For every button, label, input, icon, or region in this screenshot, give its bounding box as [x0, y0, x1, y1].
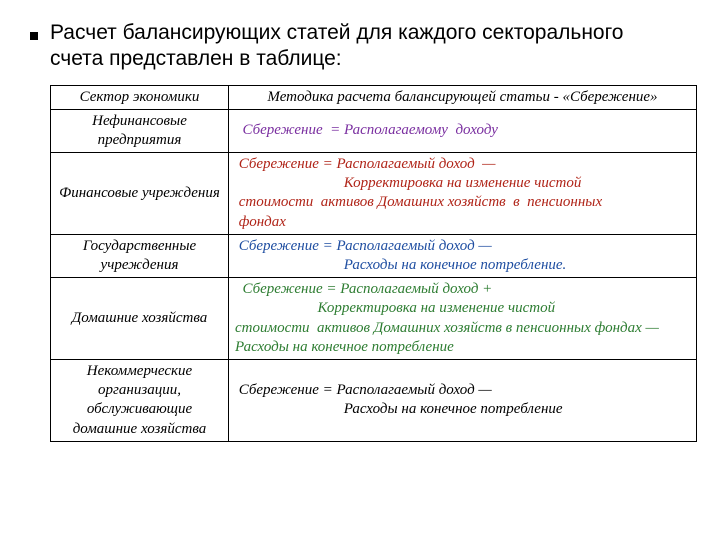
methodology-table: Сектор экономики Методика расчета баланс…	[50, 85, 697, 442]
formula-line: Сбережение = Располагаемый доход —	[235, 381, 690, 400]
sector-cell: Государственные учреждения	[51, 234, 229, 277]
formula-cell: Сбережение = Располагаемому доходу	[229, 109, 697, 152]
formula-cell: Сбережение = Располагаемый доход — Расхо…	[229, 359, 697, 441]
table-row: Финансовые учреждения Сбережение = Распо…	[51, 153, 697, 235]
slide: Расчет балансирующих статей для каждого …	[0, 0, 720, 540]
table-row: Нефинансовые предприятия Сбережение = Ра…	[51, 109, 697, 152]
formula-line: фондах	[235, 213, 690, 232]
header-method: Методика расчета балансирующей статьи - …	[229, 85, 697, 109]
sector-cell: Домашние хозяйства	[51, 278, 229, 360]
table-row: Государственные учреждения Сбережение = …	[51, 234, 697, 277]
sector-cell: Некоммерческие организации, обслуживающи…	[51, 359, 229, 441]
bullet-icon	[30, 32, 38, 40]
formula-line: стоимости активов Домашних хозяйств в пе…	[235, 319, 690, 357]
formula-cell: Сбережение = Располагаемый доход + Корре…	[229, 278, 697, 360]
formula-line: Корректировка на изменение чистой	[235, 299, 690, 318]
formula-line: Сбережение = Располагаемому доходу	[235, 121, 690, 140]
sector-cell: Финансовые учреждения	[51, 153, 229, 235]
table-row: Домашние хозяйства Сбережение = Располаг…	[51, 278, 697, 360]
formula-line: Сбережение = Располагаемый доход —	[235, 155, 690, 174]
page-title: Расчет балансирующих статей для каждого …	[50, 20, 680, 73]
formula-cell: Сбережение = Располагаемый доход — Корре…	[229, 153, 697, 235]
table-row: Некоммерческие организации, обслуживающи…	[51, 359, 697, 441]
formula-line: Расходы на конечное потребление.	[235, 256, 690, 275]
sector-cell: Нефинансовые предприятия	[51, 109, 229, 152]
formula-line: стоимости активов Домашних хозяйств в пе…	[235, 193, 690, 212]
formula-line: Расходы на конечное потребление	[235, 400, 690, 419]
formula-line: Сбережение = Располагаемый доход —	[235, 237, 690, 256]
formula-cell: Сбережение = Располагаемый доход — Расхо…	[229, 234, 697, 277]
formula-line: Сбережение = Располагаемый доход +	[235, 280, 690, 299]
table-header-row: Сектор экономики Методика расчета баланс…	[51, 85, 697, 109]
header-sector: Сектор экономики	[51, 85, 229, 109]
formula-line: Корректировка на изменение чистой	[235, 174, 690, 193]
